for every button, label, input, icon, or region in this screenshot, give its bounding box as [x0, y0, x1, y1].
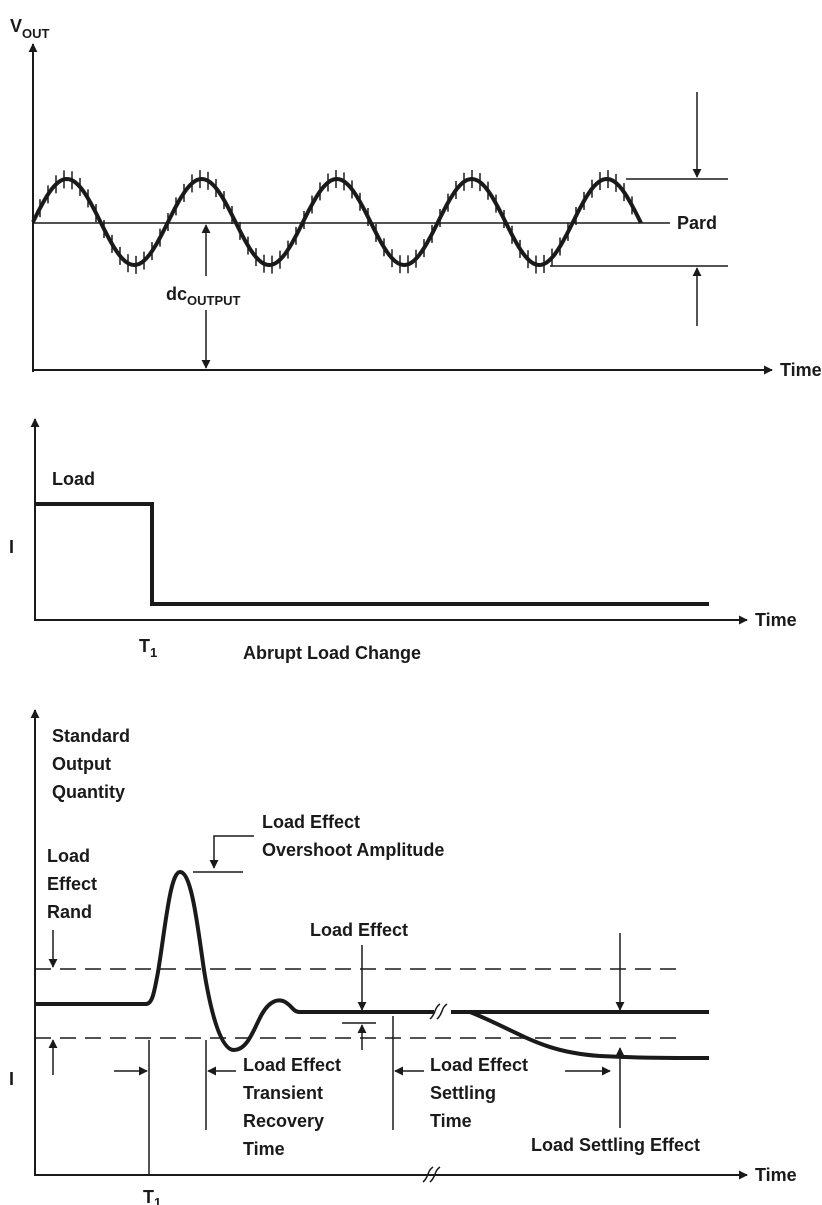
- current-i-label: I: [9, 537, 14, 557]
- dc-output-label: dcOUTPUT: [166, 284, 241, 308]
- load-current-panel: Load I Time T1 Abrupt Load Change: [9, 418, 797, 663]
- load-settling-curve: [469, 1010, 710, 1060]
- load-time-label: Time: [755, 610, 797, 630]
- settling-time-label: Load Effect Settling Time: [430, 1055, 533, 1131]
- load-effect-label: Load Effect: [310, 920, 408, 940]
- pard-label: Pard: [677, 213, 717, 233]
- response-axis-break-symbol: [429, 1003, 448, 1020]
- vout-ripple-wave: [31, 176, 643, 268]
- output-response-trace: [35, 869, 434, 1053]
- load-label: Load: [52, 469, 95, 489]
- overshoot-amplitude-label: Load Effect Overshoot Amplitude: [262, 812, 444, 860]
- load-effect-band-label: Load Effect Rand: [47, 846, 102, 922]
- overshoot-leader-arrow: [209, 835, 254, 869]
- time-axis-break-symbol: [422, 1166, 441, 1183]
- standard-output-quantity-label: Standard Output Quantity: [52, 726, 135, 802]
- t1-label: T1: [139, 636, 157, 660]
- response-time-label: Time: [755, 1165, 797, 1185]
- vout-panel: VOUT Time Pard dcOUTPUT: [10, 16, 822, 380]
- vout-time-label: Time: [780, 360, 822, 380]
- load-settling-effect-label: Load Settling Effect: [531, 1135, 700, 1155]
- response-i-label: I: [9, 1069, 14, 1089]
- response-t1-label: T1: [143, 1187, 161, 1205]
- pard-noise-spikes: [39, 170, 633, 274]
- vout-y-label: VOUT: [10, 16, 50, 41]
- transient-response-panel: Standard Output Quantity Load Effect Ran…: [9, 709, 797, 1205]
- load-step-trace: [35, 502, 709, 606]
- transient-recovery-time-label: Load Effect Transient Recovery Time: [243, 1055, 346, 1159]
- abrupt-load-change-caption: Abrupt Load Change: [243, 643, 421, 663]
